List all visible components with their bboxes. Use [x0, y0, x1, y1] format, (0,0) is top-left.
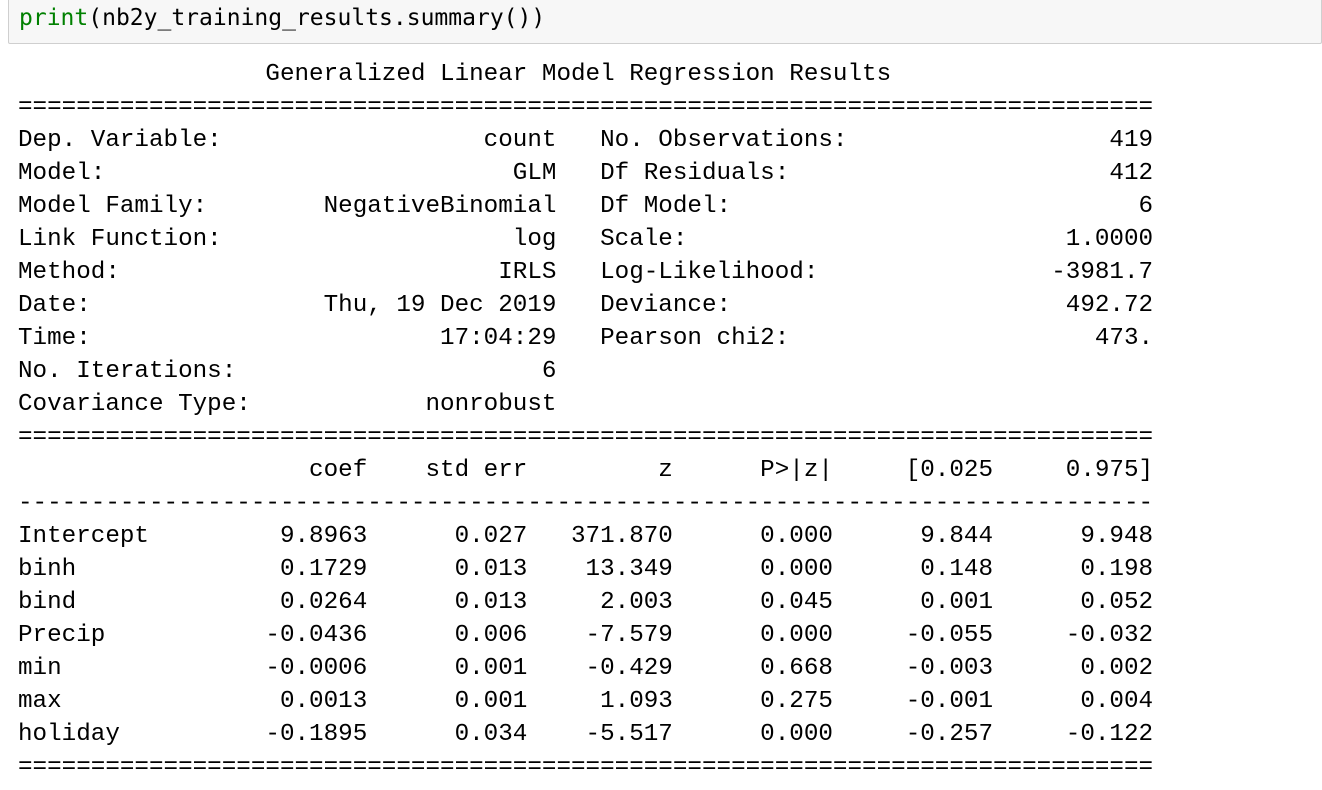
info-row-7: No. Iterations: 6 [18, 358, 601, 385]
coef-row-bind: bind 0.0264 0.013 2.003 0.045 0.001 0.05… [18, 589, 1154, 616]
info-row-3: Link Function: log Scale: 1.0000 [18, 226, 1154, 253]
info-row-2: Model Family: NegativeBinomial Df Model:… [18, 193, 1154, 220]
summary-output: Generalized Linear Model Regression Resu… [18, 58, 1314, 784]
info-row-4: Method: IRLS Log-Likelihood: -3981.7 [18, 259, 1154, 286]
rule-double: ========================================… [18, 424, 1154, 451]
code-print-keyword: print [19, 5, 89, 31]
rule-double: ========================================… [18, 94, 1154, 121]
info-row-1: Model: GLM Df Residuals: 412 [18, 160, 1154, 187]
coef-row-max: max 0.0013 0.001 1.093 0.275 -0.001 0.00… [18, 688, 1154, 715]
coef-row-intercept: Intercept 9.8963 0.027 371.870 0.000 9.8… [18, 523, 1154, 550]
info-row-6: Time: 17:04:29 Pearson chi2: 473. [18, 325, 1154, 352]
coef-row-min: min -0.0006 0.001 -0.429 0.668 -0.003 0.… [18, 655, 1154, 682]
summary-title: Generalized Linear Model Regression Resu… [18, 61, 892, 88]
coef-row-holiday: holiday -0.1895 0.034 -5.517 0.000 -0.25… [18, 721, 1154, 748]
rule-double: ========================================… [18, 754, 1154, 781]
info-row-5: Date: Thu, 19 Dec 2019 Deviance: 492.72 [18, 292, 1154, 319]
coef-header-row: coef std err z P>|z| [0.025 0.975] [18, 457, 1154, 484]
info-row-8: Covariance Type: nonrobust [18, 391, 601, 418]
code-call-text: (nb2y_training_results.summary()) [88, 5, 546, 31]
rule-single: ----------------------------------------… [18, 490, 1154, 517]
coef-row-precip: Precip -0.0436 0.006 -7.579 0.000 -0.055… [18, 622, 1154, 649]
info-row-0: Dep. Variable: count No. Observations: 4… [18, 127, 1154, 154]
coef-row-binh: binh 0.1729 0.013 13.349 0.000 0.148 0.1… [18, 556, 1154, 583]
code-cell-input[interactable]: print(nb2y_training_results.summary()) [8, 0, 1322, 44]
